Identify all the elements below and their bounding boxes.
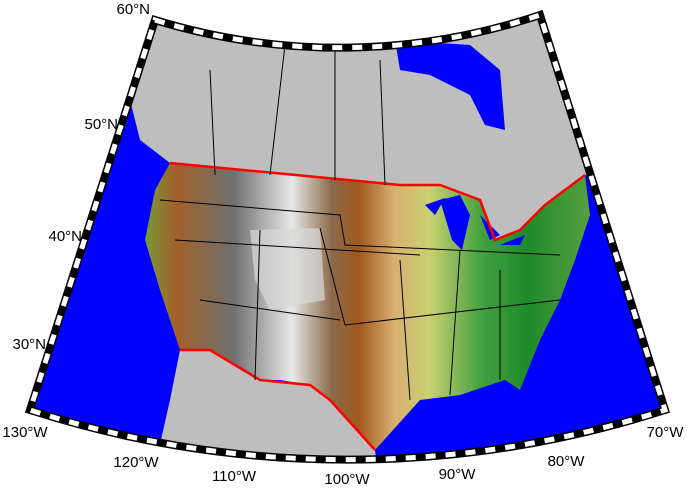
lat-label: 40°N (48, 228, 82, 245)
us-border (169, 161, 586, 451)
lat-label: 30°N (12, 336, 46, 353)
hudson-bay (395, 40, 505, 130)
boundaries (159, 44, 561, 401)
lon-label: 100°W (324, 471, 370, 488)
lat-label: 50°N (84, 116, 118, 133)
lon-label: 80°W (548, 453, 586, 470)
great-lakes (425, 195, 525, 250)
lon-label: 110°W (212, 468, 257, 485)
canada (120, 15, 665, 240)
lat-label: 60°N (116, 1, 150, 18)
lon-label: 120°W (113, 454, 159, 471)
frame-ticks (26, 11, 669, 463)
lon-label: 130°W (2, 424, 48, 441)
lon-label: 90°W (439, 466, 477, 483)
lon-label: 70°W (647, 424, 685, 441)
